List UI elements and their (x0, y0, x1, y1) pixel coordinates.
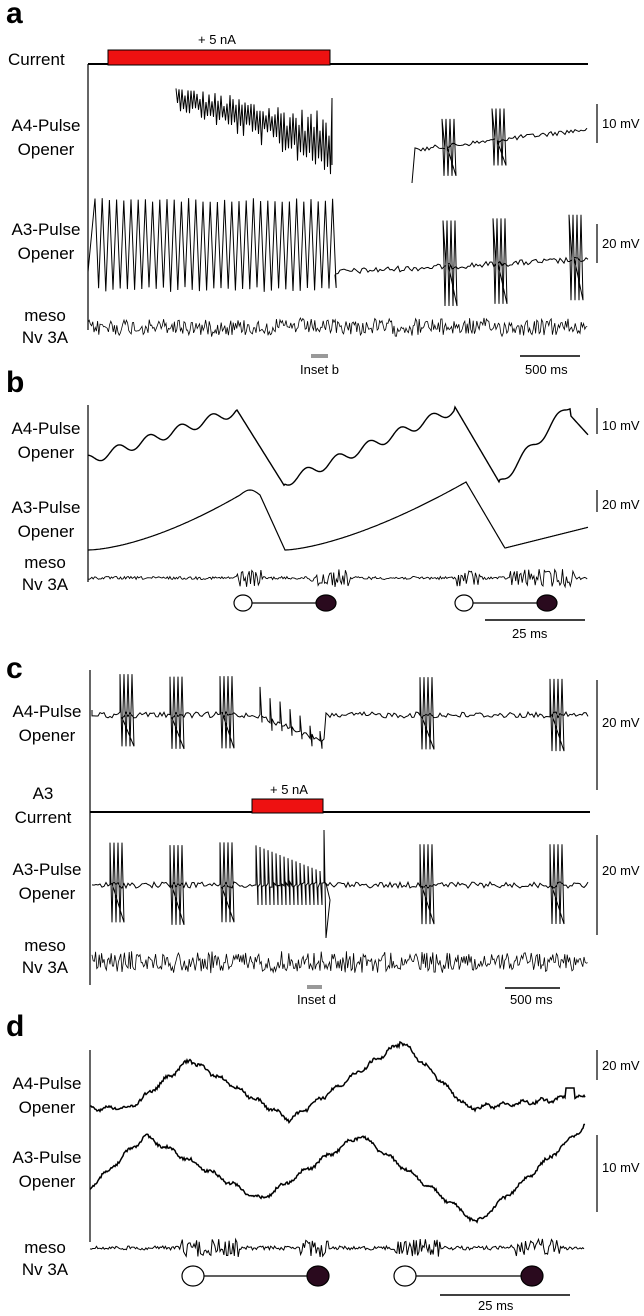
panel-a-inset-marker (311, 354, 328, 358)
panel-c-meso-label-line1: meso (24, 936, 66, 955)
panel-a-meso-label: meso Nv 3A (10, 305, 80, 349)
panel-a-a3-label-line1: A3-Pulse (11, 220, 81, 239)
panel-d-a3-label-line1: A3-Pulse (12, 1148, 82, 1167)
panel-a-letter: a (6, 0, 23, 30)
panel-d-time-label: 25 ms (478, 1298, 514, 1313)
panel-c-a4-label-line2: Opener (18, 726, 76, 745)
panel-c-a3-trace (91, 829, 589, 939)
panel-b-a3-trace (88, 481, 589, 551)
panel-d-cycle-1-open-dot (181, 1265, 205, 1287)
panel-a-a4-label: A4-Pulse Opener (6, 114, 86, 162)
panel-a-a4-trace-burst (175, 88, 333, 175)
panel-b-cycle-1-filled-dot (315, 594, 337, 612)
panel-c-meso-trace (91, 951, 588, 974)
panel-a-stim-label: + 5 nA (198, 32, 236, 47)
panel-b-scale-label-2: 20 mV (602, 497, 640, 512)
panel-c-meso-label: meso Nv 3A (10, 935, 80, 979)
panel-b-cycle-2-open-dot (454, 594, 474, 612)
panel-a-a4-label-line1: A4-Pulse (11, 116, 81, 135)
panel-d-meso-label: meso Nv 3A (10, 1237, 80, 1281)
panel-c-inset-label: Inset d (297, 992, 337, 1007)
panel-d-a4-label-line1: A4-Pulse (12, 1074, 82, 1093)
panel-c-current-label: A3 Current (6, 782, 80, 830)
panel-a-a3-label-line2: Opener (17, 244, 75, 263)
panel-b-a3-label-line2: Opener (17, 522, 75, 541)
panel-b-scale-label-1: 10 mV (602, 418, 640, 433)
panel-d-a4-label-line2: Opener (18, 1098, 76, 1117)
panel-c-a4-trace (91, 674, 589, 752)
panel-a-graphics (87, 49, 598, 358)
panel-b-meso-label-line2: Nv 3A (21, 575, 69, 594)
panel-b-graphics (87, 405, 598, 621)
panel-d-meso-label-line2: Nv 3A (21, 1260, 69, 1279)
panel-c-current-label-line1: A3 (32, 784, 54, 803)
panel-c-a3-label-line2: Opener (18, 884, 76, 903)
panel-b-cycle-1-open-dot (233, 594, 253, 612)
panel-a-inset-label: Inset b (300, 362, 340, 377)
panel-a-meso-label-line2: Nv 3A (21, 328, 69, 347)
panel-b-a4-trace (88, 405, 589, 487)
panel-c-scale-label-2: 20 mV (602, 863, 640, 878)
panel-a-meso-trace (87, 316, 588, 338)
panel-b-meso-label-line1: meso (24, 553, 66, 572)
panel-d-meso-label-line1: meso (24, 1238, 66, 1257)
panel-b-time-label: 25 ms (512, 626, 548, 641)
panel-d-meso-trace (89, 1237, 585, 1258)
panel-d-cycle-1-filled-dot (306, 1265, 330, 1287)
panel-a-meso-label-line1: meso (24, 306, 66, 325)
panel-d-a3-label: A3-Pulse Opener (6, 1146, 88, 1194)
panel-d-letter: d (6, 1010, 25, 1043)
panel-d-a4-label: A4-Pulse Opener (6, 1072, 88, 1120)
panel-d-cycle-2-filled-dot (520, 1265, 544, 1287)
panel-b-a3-label: A3-Pulse Opener (6, 496, 86, 544)
panel-d-graphics (89, 1040, 598, 1296)
panel-c-stim-label: + 5 nA (270, 782, 308, 797)
panel-b-cycle-2-filled-dot (536, 594, 558, 612)
panel-a-a3-label: A3-Pulse Opener (6, 218, 86, 266)
panel-a-time-label: 500 ms (525, 362, 568, 377)
panel-c-scale-label-1: 20 mV (602, 715, 640, 730)
panel-a-a4-trace-recovery (411, 108, 588, 184)
panel-b-meso-label: meso Nv 3A (10, 552, 80, 596)
panel-c-current-label-line2: Current (14, 808, 72, 827)
panel-c-time-label: 500 ms (510, 992, 553, 1007)
panel-a-scale-label-1: 10 mV (602, 116, 640, 131)
panel-c-current-pulse (251, 798, 324, 814)
panel-d-cycle-2-open-dot (393, 1265, 417, 1287)
panel-c-a3-label-line1: A3-Pulse (12, 860, 82, 879)
panel-d-scale-label-1: 20 mV (602, 1058, 640, 1073)
panel-b-meso-trace (87, 568, 588, 589)
panel-c-a3-label: A3-Pulse Opener (6, 858, 88, 906)
panel-c-graphics (89, 670, 598, 989)
panel-b-a4-label: A4-Pulse Opener (6, 417, 86, 465)
panel-d-a3-label-line2: Opener (18, 1172, 76, 1191)
panel-a-current-label: Current (8, 50, 65, 69)
panel-a-current-pulse (107, 49, 331, 66)
panel-b-letter: b (6, 366, 25, 399)
panel-c-letter: c (6, 652, 23, 685)
panel-b-a4-label-line1: A4-Pulse (11, 419, 81, 438)
panel-c-a4-label: A4-Pulse Opener (6, 700, 88, 748)
panel-c-a4-label-line1: A4-Pulse (12, 702, 82, 721)
panel-a-a4-label-line2: Opener (17, 140, 75, 159)
panel-b-a3-label-line1: A3-Pulse (11, 498, 81, 517)
panel-a-scale-label-2: 20 mV (602, 236, 640, 251)
panel-d-a4-trace (90, 1040, 586, 1125)
panel-c-meso-label-line2: Nv 3A (21, 958, 69, 977)
panel-d-scale-label-2: 10 mV (602, 1160, 640, 1175)
panel-c-inset-marker (307, 985, 322, 989)
panel-a-a3-trace (87, 198, 589, 307)
panel-b-a4-label-line2: Opener (17, 443, 75, 462)
panel-d-a3-trace (89, 1123, 586, 1224)
